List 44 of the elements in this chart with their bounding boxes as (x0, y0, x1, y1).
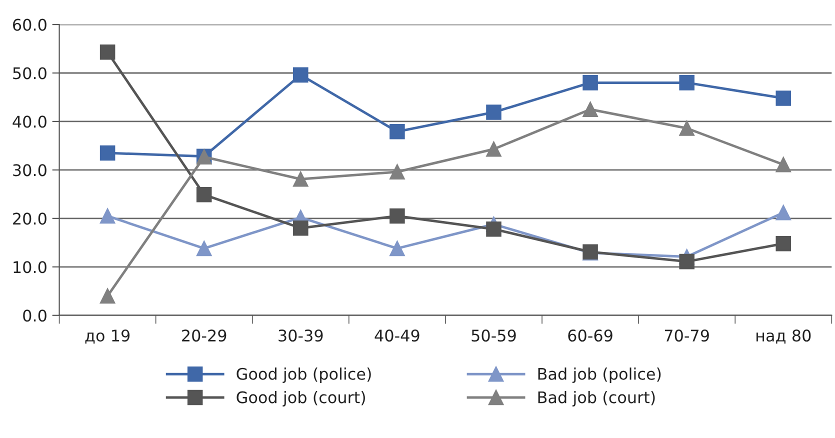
point (390, 124, 405, 140)
point (100, 208, 116, 224)
point (100, 44, 116, 60)
x-tick-label: 20-29 (182, 330, 226, 342)
point (679, 75, 694, 90)
y-tick-label: 50.0 (13, 67, 46, 80)
legend-label: Good job (police) (236, 368, 371, 383)
point (582, 102, 598, 117)
point (293, 220, 308, 236)
point (679, 120, 694, 136)
point (679, 254, 694, 270)
point (100, 145, 116, 161)
x-tick-label: до 19 (85, 330, 130, 344)
y-tick-label: 40.0 (12, 116, 46, 128)
point (293, 172, 308, 187)
point (100, 288, 116, 304)
y-tick-label: 20.0 (13, 212, 46, 225)
x-tick-label: 60-69 (568, 330, 612, 342)
point (196, 240, 212, 256)
legend-label: Good job (court) (236, 390, 365, 406)
x-tick-label: 50-59 (472, 330, 516, 342)
legend-label: Bad job (court) (538, 390, 655, 406)
point (293, 67, 308, 83)
point (390, 240, 405, 256)
x-tick-label: 70-79 (664, 330, 709, 342)
point (390, 208, 405, 224)
y-tick-label: 30.0 (13, 164, 46, 176)
x-tick-label: 40-49 (374, 330, 420, 342)
point (776, 204, 792, 220)
y-tick-label: 0.0 (23, 310, 46, 322)
point (486, 141, 502, 157)
point (776, 236, 792, 252)
point (390, 164, 405, 180)
point (776, 156, 792, 172)
point (582, 75, 598, 90)
point (486, 104, 502, 120)
x-tick-label: 30-39 (278, 330, 323, 342)
legend-label: Bad job (police) (538, 368, 661, 383)
point (486, 221, 502, 237)
point (776, 90, 792, 106)
x-tick-label: над 80 (756, 330, 811, 344)
y-tick-label: 10.0 (14, 261, 46, 274)
y-tick-label: 60.0 (13, 18, 46, 31)
point (196, 187, 212, 202)
